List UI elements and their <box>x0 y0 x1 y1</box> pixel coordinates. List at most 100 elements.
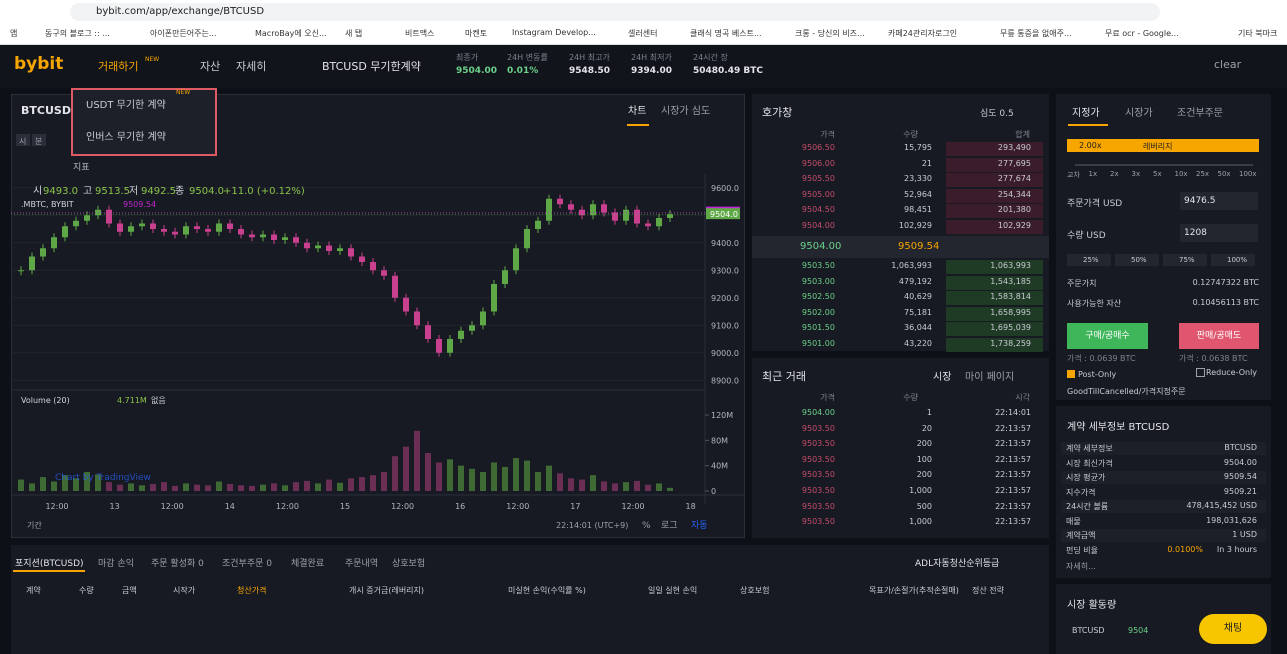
nav-menu[interactable]: 거래하기 <box>98 60 139 73</box>
bookmark[interactable]: 카페24관리자로그인 <box>888 29 958 38</box>
lev-step: 5x <box>1153 170 1162 178</box>
x-tick-label: 17 <box>570 502 580 511</box>
time-in-force[interactable]: GoodTillCancelled/가격지정주문 <box>1067 387 1186 396</box>
position-tab[interactable]: 마감 손익 <box>98 559 134 569</box>
bookmark[interactable]: 무료 ocr - Google... <box>1105 29 1179 38</box>
percent-label[interactable]: 75% <box>1179 256 1195 264</box>
position-tab[interactable]: 주문내역 <box>345 559 379 569</box>
sell-button[interactable]: 판매/공매도 <box>1179 323 1259 349</box>
volume-bar <box>623 482 629 491</box>
nav-menu[interactable]: 자세히 <box>236 60 267 73</box>
qty-input-value[interactable]: 1208 <box>1184 228 1207 238</box>
price-input-value[interactable]: 9476.5 <box>1184 196 1216 206</box>
candle-body <box>590 204 596 216</box>
order-tab[interactable]: 시장가 <box>1125 108 1153 119</box>
stat-value: 50480.49 BTC <box>693 66 763 76</box>
price-input <box>1180 192 1258 210</box>
volume-bar <box>216 481 222 491</box>
bookmark[interactable]: 기타 북마크 <box>1238 29 1278 38</box>
book-qty: 43,220 <box>904 339 932 348</box>
buy-button[interactable]: 구매/공매수 <box>1067 323 1148 349</box>
position-col: 청산가격 <box>237 586 267 595</box>
new-badge: NEW <box>176 89 191 96</box>
volume-bar <box>128 483 134 491</box>
col-header: 가격 <box>820 393 835 402</box>
y-tick-label: 9000.0 <box>711 349 739 358</box>
chat-button[interactable]: 채팅 <box>1199 614 1267 644</box>
volume-name: Volume (20) <box>21 396 70 405</box>
detail-value: 9504.00 <box>1223 457 1257 467</box>
last-price: 9504.00 <box>800 241 842 252</box>
percent-btn <box>1163 254 1207 266</box>
position-tab[interactable]: 체결완료 <box>291 559 325 569</box>
dropdown-item[interactable]: 인버스 무기한 계약 <box>86 132 166 143</box>
bookmark[interactable]: MacroBay에 오신... <box>255 29 327 38</box>
percent-label[interactable]: 25% <box>1083 256 1099 264</box>
url-text: bybit.com/app/exchange/BTCUSD <box>96 6 265 17</box>
chart-option: 로그 <box>661 521 678 531</box>
bookmark[interactable]: 크롱 - 당신의 비즈... <box>795 29 865 38</box>
volume-bar <box>84 472 90 491</box>
more-link[interactable]: 자세히... <box>1066 562 1096 571</box>
x-tick-label: 12:00 <box>45 502 68 511</box>
candle-body <box>436 339 442 353</box>
detail-row <box>1061 471 1266 484</box>
order-tab[interactable]: 조건부주문 <box>1177 108 1223 119</box>
chart-border <box>11 94 745 538</box>
lev-step: 2x <box>1110 170 1119 178</box>
position-tab[interactable]: 조건부주문 0 <box>222 559 272 569</box>
trade-time: 22:13:57 <box>995 517 1031 527</box>
lev-step: 25x <box>1196 170 1210 178</box>
position-tab[interactable]: 포지션(BTCUSD) <box>15 559 84 569</box>
volume-bar <box>634 480 640 491</box>
candle-body <box>370 262 376 271</box>
book-price: 9505.50 <box>801 174 835 184</box>
bookmark[interactable]: 아이폰만든어주는... <box>150 29 217 38</box>
candle-body <box>293 237 299 243</box>
volume-bar <box>469 468 475 491</box>
stat-value: 9394.00 <box>631 66 672 76</box>
position-tab[interactable]: 주문 활성화 0 <box>151 559 204 569</box>
trade-qty: 1 <box>926 408 932 417</box>
trade-price: 9503.50 <box>801 486 835 495</box>
percent-label[interactable]: 50% <box>1131 256 1147 264</box>
bookmark[interactable]: 앱 <box>10 29 18 38</box>
detail-value: 1 USD <box>1232 530 1257 539</box>
volume-bar <box>51 481 57 491</box>
bookmark[interactable]: 셀러센터 <box>628 29 658 38</box>
candle-body <box>502 270 508 284</box>
bookmark[interactable]: 마켄토 <box>465 29 488 38</box>
candle-body <box>403 297 409 312</box>
bookmark[interactable]: Instagram Develop... <box>512 28 596 37</box>
book-price: 9503.00 <box>801 276 835 286</box>
post-only[interactable]: Post-Only <box>1078 370 1117 379</box>
col-header: 합계 <box>1015 130 1030 139</box>
trades-tab[interactable]: 마이 페이지 <box>965 372 1015 383</box>
trade-qty: 200 <box>916 439 932 449</box>
percent-label[interactable]: 100% <box>1227 256 1248 264</box>
price-marker-label: 9504.0 <box>710 210 738 219</box>
volume-bar <box>513 458 519 491</box>
nav-menu[interactable]: 자산 <box>200 60 221 73</box>
user-menu[interactable]: clear <box>1214 58 1242 71</box>
order-tab[interactable]: 지정가 <box>1072 108 1100 119</box>
candle-body <box>568 204 574 210</box>
contract-select[interactable]: BTCUSD 무기한계약 <box>322 60 421 73</box>
bookmark[interactable]: 클래식 명곡 베스트... <box>690 29 762 38</box>
volume-bar <box>370 475 376 491</box>
depth-select[interactable]: 심도 0.5 <box>980 109 1014 119</box>
bookmark[interactable]: 비트맥스 <box>405 29 435 38</box>
bookmark[interactable]: 동구의 블로그 :: ... <box>45 29 110 38</box>
position-col: 일일 실현 손익 <box>648 586 698 595</box>
volume-bar <box>18 479 24 491</box>
position-tab[interactable]: 상호보험 <box>392 559 426 569</box>
book-row-bg <box>946 322 1043 337</box>
reduce-only[interactable]: Reduce-Only <box>1206 368 1258 377</box>
detail-row <box>1061 442 1266 455</box>
candle-body <box>73 220 79 227</box>
interval-label: 시 <box>19 137 26 146</box>
trades-tab[interactable]: 시장 <box>933 372 952 383</box>
bookmark[interactable]: 무릎 통증을 없애주... <box>1000 29 1072 38</box>
bookmark[interactable]: 새 탭 <box>345 29 363 38</box>
dropdown-item[interactable]: USDT 무기한 계약 <box>86 100 166 111</box>
